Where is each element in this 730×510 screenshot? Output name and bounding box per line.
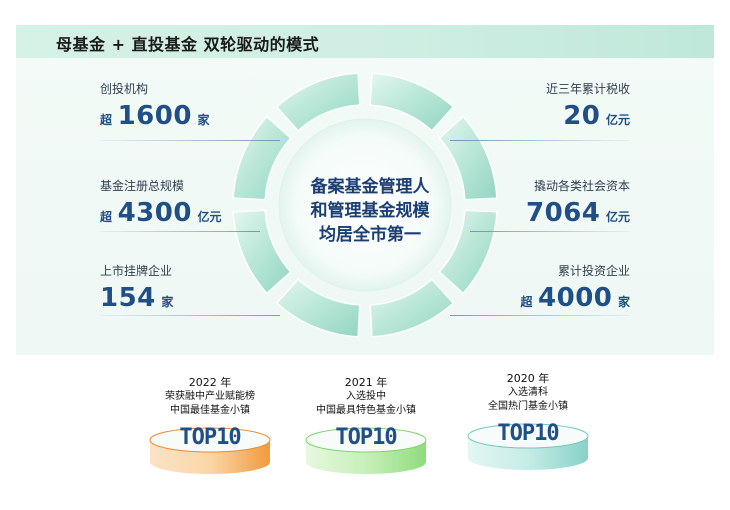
- stat-prefix: 超: [100, 210, 113, 224]
- award-2020: 2020 年 入选清科 全国热门基金小镇: [458, 372, 598, 414]
- stat-tax-revenue: 近三年累计税收 20 亿元: [546, 80, 630, 131]
- award-line: 入选清科: [508, 387, 548, 398]
- stat-number: 7064: [526, 198, 601, 228]
- stat-number: 1600: [117, 101, 192, 131]
- leader-line: [100, 315, 280, 316]
- top10-badge: TOP10: [335, 425, 397, 450]
- stat-unit: 亿元: [605, 113, 630, 127]
- stat-label: 撬动各类社会资本: [533, 179, 630, 193]
- award-line: 中国最具特色基金小镇: [316, 405, 416, 416]
- ring-segment: [275, 72, 361, 132]
- award-2022: 2022 年 荣获融中产业赋能榜 中国最佳基金小镇: [140, 376, 280, 418]
- center-line: 备案基金管理人: [310, 177, 430, 197]
- stat-number: 4300: [117, 198, 192, 228]
- leader-line: [100, 140, 280, 141]
- stat-prefix: 超: [520, 295, 533, 309]
- stat-social-capital: 撬动各类社会资本 7064 亿元: [526, 177, 630, 228]
- stat-unit: 家: [161, 295, 174, 309]
- ring-segment: [232, 115, 292, 201]
- award-year: 2020 年: [506, 372, 550, 385]
- stat-fund-scale: 基金注册总规模 超 4300 亿元: [100, 177, 222, 228]
- ring-segment: [438, 115, 498, 201]
- center-line: 和管理基金规模: [310, 201, 430, 221]
- leader-line: [450, 315, 630, 316]
- stat-number: 4000: [538, 283, 613, 313]
- award-line: 入选投中: [346, 391, 386, 402]
- header-banner: 母基金 + 直投基金 双轮驱动的模式: [16, 25, 714, 58]
- leader-line: [450, 140, 630, 141]
- top10-badge: TOP10: [497, 421, 559, 446]
- award-line: 荣获融中产业赋能榜: [165, 391, 255, 402]
- ring-segment: [369, 72, 455, 132]
- top10-badge: TOP10: [179, 425, 241, 450]
- stat-invested-companies: 累计投资企业 超 4000 家: [520, 262, 630, 313]
- stat-label: 创投机构: [100, 82, 149, 96]
- podium-top: [467, 423, 589, 449]
- stat-number: 154: [100, 283, 156, 313]
- stat-venture-firms: 创投机构 超 1600 家: [100, 80, 210, 131]
- stat-unit: 家: [197, 113, 210, 127]
- stat-unit: 亿元: [605, 210, 630, 224]
- leader-line: [470, 231, 630, 232]
- stat-label: 基金注册总规模: [100, 179, 185, 193]
- podium-top: [149, 427, 271, 453]
- stat-prefix: 超: [100, 113, 113, 127]
- award-line: 全国热门基金小镇: [488, 401, 568, 412]
- center-line: 均居全市第一: [319, 225, 421, 245]
- stat-label: 上市挂牌企业: [100, 264, 173, 278]
- stat-unit: 亿元: [197, 210, 222, 224]
- stat-number: 20: [563, 101, 601, 131]
- stat-label: 近三年累计税收: [545, 82, 630, 96]
- award-2021: 2021 年 入选投中 中国最具特色基金小镇: [296, 376, 436, 418]
- center-statement: 备案基金管理人 和管理基金规模 均居全市第一: [280, 175, 460, 247]
- leader-line: [100, 231, 260, 232]
- podium-graphics: [149, 423, 589, 474]
- award-year: 2022 年: [188, 376, 232, 389]
- ring-segment: [369, 278, 455, 338]
- podium-top: [305, 427, 427, 453]
- stat-unit: 家: [617, 295, 630, 309]
- award-line: 中国最佳基金小镇: [170, 405, 250, 416]
- stat-listed-companies: 上市挂牌企业 154 家: [100, 262, 173, 313]
- page-title: 母基金 + 直投基金 双轮驱动的模式: [56, 35, 320, 54]
- ring-segment: [275, 278, 361, 338]
- stat-label: 累计投资企业: [557, 264, 630, 278]
- award-year: 2021 年: [344, 376, 388, 389]
